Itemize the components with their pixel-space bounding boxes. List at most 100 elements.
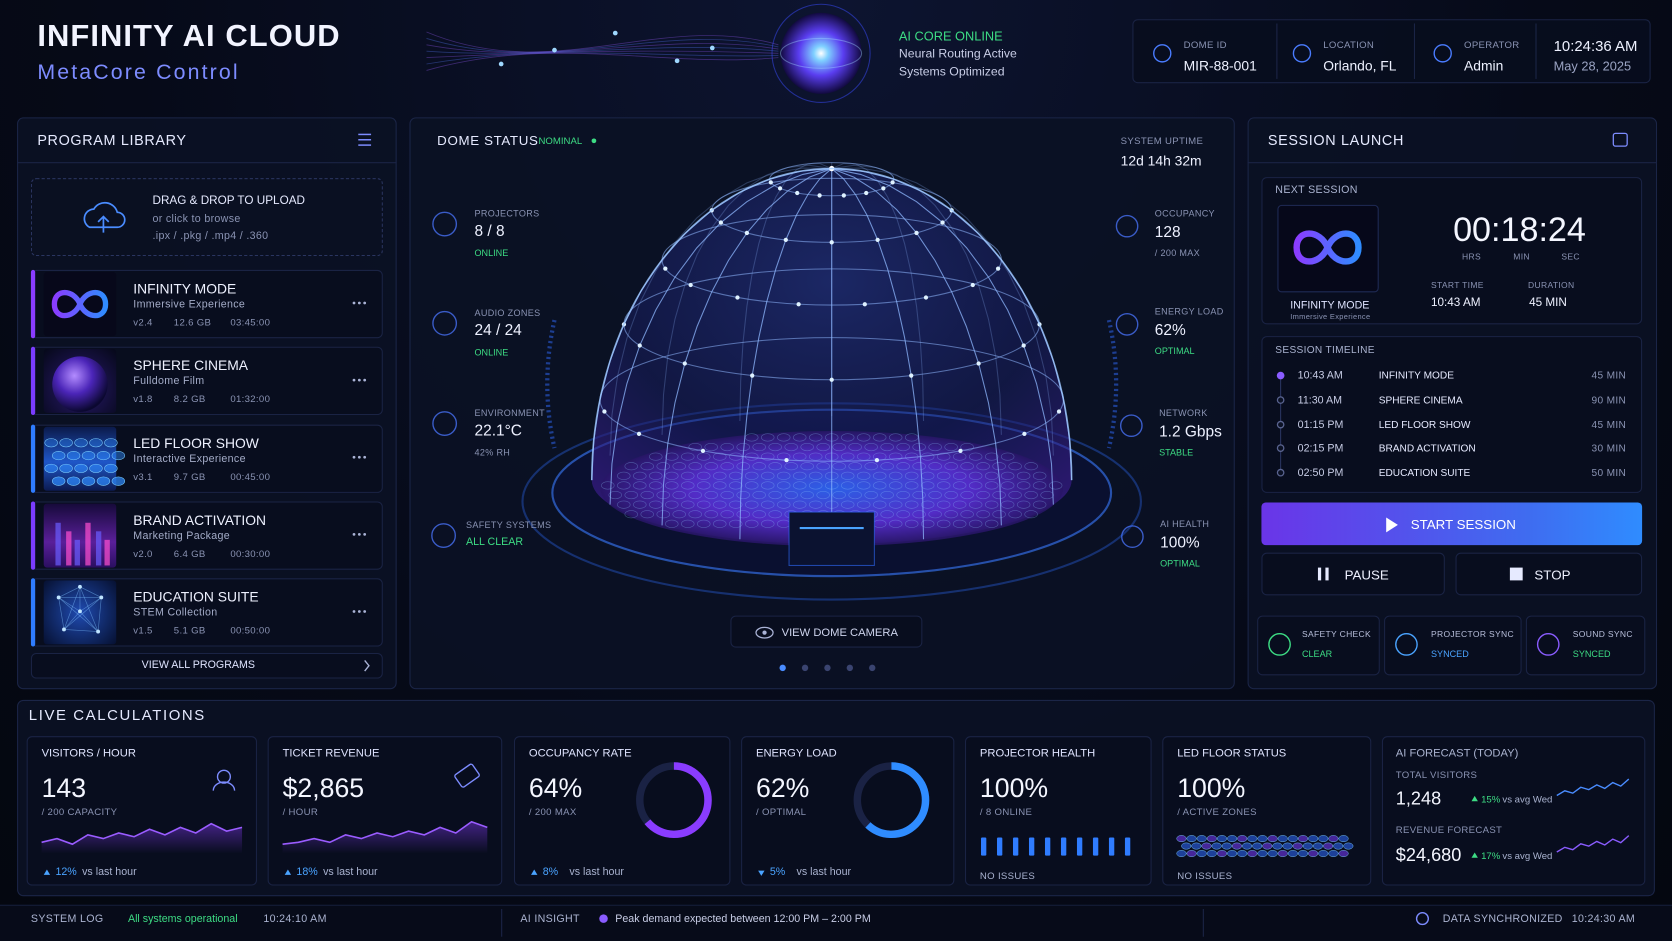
floor-tile — [688, 442, 702, 452]
pause-label: PAUSE — [1344, 567, 1389, 583]
pause-button[interactable] — [1261, 552, 1445, 596]
dome-node — [841, 193, 846, 198]
led-tile — [1318, 835, 1329, 842]
led-tile — [1338, 850, 1349, 857]
floor-tile — [960, 490, 974, 500]
dome-node — [890, 180, 895, 185]
floor-tile — [720, 442, 734, 452]
start-session-button[interactable] — [1261, 502, 1643, 546]
info-icon — [1292, 44, 1312, 63]
program-name: LED FLOOR SHOW — [133, 434, 259, 451]
stop-button[interactable] — [1455, 552, 1643, 596]
floor-tile — [904, 519, 919, 528]
floor-tile — [665, 519, 679, 528]
led-tile — [1216, 835, 1227, 842]
dome-node — [1056, 409, 1062, 414]
led-tile — [1328, 835, 1339, 842]
upload-formats: .ipx / .pkg / .mp4 / .360 — [152, 230, 269, 243]
status-bar — [0, 904, 1672, 941]
row-accent — [30, 347, 36, 416]
metric-title: VISITORS / HOUR — [41, 746, 136, 760]
floor-tile — [896, 442, 910, 452]
stat-label: AI HEALTH — [1160, 518, 1210, 530]
forecast-change-text: vs avg Wed — [1502, 793, 1553, 805]
upload-hint: or click to browse — [152, 213, 241, 226]
dome-node — [958, 448, 963, 454]
thumb-art — [79, 597, 102, 612]
led-tile — [1323, 842, 1334, 850]
floor-tile — [784, 462, 798, 471]
dome-node — [663, 266, 668, 271]
floor-tile — [633, 500, 647, 509]
dome-node — [940, 220, 945, 225]
forecast-label: TOTAL VISITORS — [1395, 769, 1478, 780]
floor-tile — [800, 490, 814, 500]
upload-dropzone[interactable] — [30, 178, 383, 257]
floor-tile — [896, 462, 910, 471]
header-info-box — [1132, 19, 1651, 84]
upload-title: DRAG & DROP TO UPLOAD — [152, 194, 306, 207]
floor-tile — [816, 490, 830, 500]
program-version: v3.1 — [133, 471, 153, 482]
floor-tile — [1008, 490, 1022, 500]
dome-node — [817, 193, 822, 198]
metric-value: 100% — [979, 773, 1049, 804]
floor-tile — [848, 442, 862, 452]
stat-status: OPTIMAL — [1160, 557, 1200, 569]
divider — [17, 162, 397, 164]
row-accent — [30, 424, 36, 493]
panel-title: LIVE CALCULATIONS — [28, 706, 206, 724]
floor-tile — [736, 510, 750, 519]
floor-tile — [681, 452, 695, 461]
log-time: 10:24:10 AM — [263, 913, 327, 926]
metric-footer: NO ISSUES — [979, 870, 1036, 882]
check-label: SOUND SYNC — [1572, 629, 1633, 640]
floor-tile — [665, 481, 679, 490]
led-tile — [1227, 850, 1238, 857]
led-tile — [1277, 850, 1288, 857]
row-menu — [357, 533, 361, 536]
floor-tile — [713, 471, 727, 480]
floor-tile — [896, 490, 910, 500]
floor-tile — [928, 462, 942, 471]
projector-bar — [1028, 837, 1035, 856]
info-value: Admin — [1464, 57, 1504, 74]
stop-label: STOP — [1534, 567, 1571, 583]
thumb-art — [96, 451, 111, 461]
core-line: Systems Optimized — [898, 66, 1005, 79]
countdown-unit: MIN — [1513, 251, 1530, 262]
panel-title: DOME STATUS — [437, 133, 539, 149]
floor-tile — [768, 490, 782, 500]
floor-tile — [729, 500, 743, 509]
floor-tile — [656, 510, 670, 519]
led-tile — [1298, 835, 1309, 842]
floor-tile — [777, 433, 791, 442]
led-tile — [1247, 850, 1258, 857]
thumb-art — [59, 463, 73, 473]
floor-tile — [704, 510, 718, 519]
metric-title: ENERGY LOAD — [756, 746, 837, 760]
dome-node — [909, 373, 914, 378]
sparkline-area — [282, 821, 488, 854]
floor-tile — [624, 490, 638, 500]
led-tile — [1252, 842, 1263, 850]
view-camera-button[interactable] — [730, 615, 923, 648]
floor-tile — [904, 471, 919, 480]
floor-tile — [864, 490, 878, 500]
timeline-box — [1261, 336, 1643, 493]
floor-tile — [752, 442, 766, 452]
uptime-value: 12d 14h 32m — [1120, 152, 1202, 169]
program-version: v1.8 — [133, 394, 153, 405]
floor-tile — [984, 481, 999, 490]
stat-label: ENVIRONMENT — [474, 407, 545, 419]
floor-tile — [745, 500, 759, 509]
floor-tile — [984, 500, 999, 509]
view-all-button[interactable] — [30, 652, 383, 679]
row-menu — [352, 301, 356, 305]
sync-time: 10:24:30 AM — [1571, 913, 1636, 926]
floor-tile — [816, 442, 830, 452]
floor-tile — [665, 471, 679, 480]
row-menu — [357, 455, 361, 459]
dome-node — [829, 240, 834, 245]
